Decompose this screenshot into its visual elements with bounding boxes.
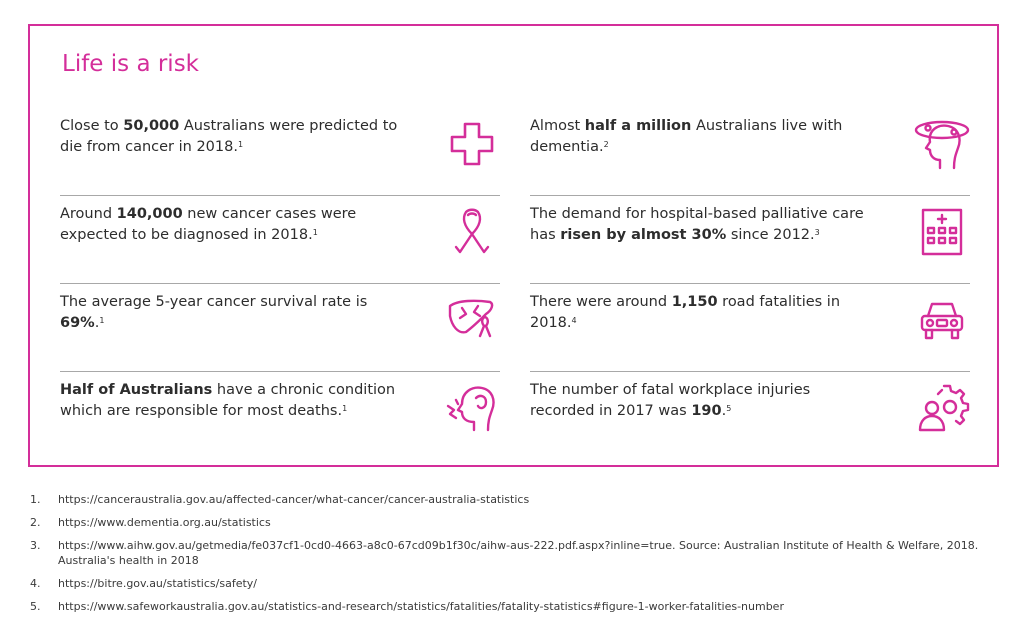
- stat-row: The number of fatal workplace injuries r…: [530, 372, 970, 460]
- stat-row: Half of Australians have a chronic condi…: [60, 372, 500, 460]
- head-pain-icon: [444, 380, 500, 436]
- footnote-link[interactable]: https://www.dementia.org.au/statistics: [58, 516, 271, 529]
- stat-text: Half of Australians have a chronic condi…: [60, 382, 396, 419]
- stats-column-left: Close to 50,000 Australians were predict…: [60, 108, 500, 460]
- stat-text: The number of fatal workplace injuries r…: [530, 382, 811, 419]
- workplace-gear-icon: [914, 380, 970, 436]
- footnote-link[interactable]: https://www.aihw.gov.au/getmedia/fe037cf…: [58, 539, 979, 567]
- stat-row: There were around 1,150 road fatalities …: [530, 284, 970, 372]
- infographic-panel: Life is a risk Close to 50,000 Australia…: [28, 24, 999, 467]
- stat-row: Close to 50,000 Australians were predict…: [60, 108, 500, 196]
- footnote-link[interactable]: https://www.safeworkaustralia.gov.au/sta…: [58, 600, 784, 613]
- footnotes: 1. https://canceraustralia.gov.au/affecte…: [30, 492, 1000, 622]
- footnote-item: 4. https://bitre.gov.au/statistics/safety…: [30, 577, 257, 590]
- page-title: Life is a risk: [62, 51, 200, 77]
- stat-text: There were around 1,150 road fatalities …: [530, 294, 841, 331]
- footnote-link[interactable]: https://canceraustralia.gov.au/affected-…: [58, 493, 530, 506]
- footnote-link[interactable]: https://bitre.gov.au/statistics/safety/: [58, 577, 257, 590]
- stat-text: Around 140,000 new cancer cases were exp…: [60, 206, 357, 243]
- hospital-icon: [914, 204, 970, 260]
- footnote-item: 2. https://www.dementia.org.au/statistics: [30, 516, 271, 529]
- footnote-item: 3. https://www.aihw.gov.au/getmedia/fe037…: [30, 539, 979, 567]
- stat-text: Close to 50,000 Australians were predict…: [60, 118, 398, 155]
- dementia-head-icon: [914, 116, 970, 172]
- stat-text: Almost half a million Australians live w…: [530, 118, 843, 155]
- cancer-ribbon-icon: [444, 204, 500, 260]
- stat-row: Almost half a million Australians live w…: [530, 108, 970, 196]
- footnote-item: 5. https://www.safeworkaustralia.gov.au/s…: [30, 600, 784, 613]
- stat-row: The demand for hospital-based palliative…: [530, 196, 970, 284]
- stats-column-right: Almost half a million Australians live w…: [530, 108, 970, 460]
- car-icon: [914, 292, 970, 348]
- liver-ribbon-icon: [444, 292, 500, 348]
- stat-row: The average 5-year cancer survival rate …: [60, 284, 500, 372]
- stat-text: The average 5-year cancer survival rate …: [60, 294, 368, 331]
- footnote-item: 1. https://canceraustralia.gov.au/affecte…: [30, 493, 530, 506]
- stat-text: The demand for hospital-based palliative…: [530, 206, 864, 243]
- medical-cross-icon: [444, 116, 500, 172]
- stat-row: Around 140,000 new cancer cases were exp…: [60, 196, 500, 284]
